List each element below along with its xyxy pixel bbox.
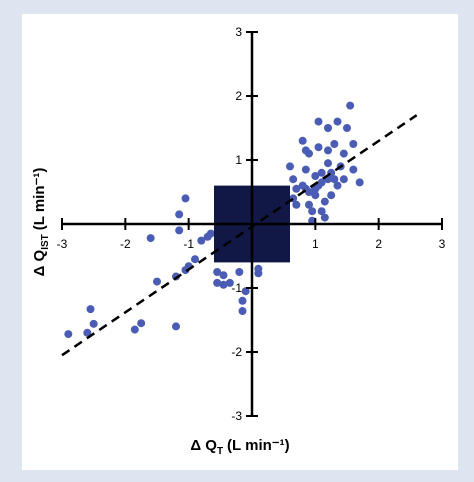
- data-points: [64, 101, 364, 339]
- data-point: [314, 143, 323, 152]
- data-point: [330, 175, 339, 184]
- data-point: [89, 319, 98, 328]
- data-point: [324, 124, 332, 132]
- x-tick-label: -3: [57, 237, 68, 251]
- data-point: [317, 178, 326, 187]
- data-point: [175, 210, 184, 219]
- data-point: [343, 124, 351, 132]
- x-tick-label: 2: [375, 237, 382, 251]
- x-tick-label: -2: [120, 237, 131, 251]
- y-tick-label: 1: [235, 153, 242, 167]
- data-point: [213, 268, 222, 276]
- data-point: [86, 305, 95, 314]
- data-point: [311, 172, 320, 180]
- data-point: [181, 194, 190, 203]
- x-axis-label: Δ QT (L min⁻¹): [190, 437, 289, 457]
- data-point: [213, 278, 222, 287]
- data-point: [339, 175, 348, 184]
- data-point: [320, 197, 329, 206]
- data-point: [346, 101, 355, 110]
- data-point: [324, 146, 332, 155]
- data-point: [197, 236, 206, 245]
- data-point: [206, 229, 215, 238]
- data-point: [238, 307, 247, 316]
- data-point: [305, 200, 313, 209]
- data-point: [292, 184, 301, 193]
- data-point: [175, 226, 184, 235]
- y-axis-label: Δ QIST(L min⁻¹): [31, 168, 51, 277]
- data-point: [219, 271, 228, 280]
- data-point: [241, 287, 250, 296]
- regression-line: [61, 114, 418, 357]
- data-point: [349, 165, 358, 174]
- data-point: [308, 207, 317, 216]
- y-tick-label: -1: [231, 281, 242, 295]
- data-point: [130, 325, 139, 334]
- data-point: [327, 191, 336, 200]
- data-point: [339, 149, 348, 158]
- data-point: [286, 162, 294, 171]
- axis-ticks: [61, 31, 443, 417]
- data-point: [317, 168, 326, 177]
- data-point: [349, 140, 358, 148]
- data-point: [317, 207, 326, 216]
- data-point: [324, 159, 332, 168]
- data-point: [172, 322, 180, 331]
- data-point: [301, 165, 310, 174]
- data-point: [330, 140, 339, 148]
- data-point: [305, 149, 313, 158]
- data-point: [235, 268, 244, 276]
- y-tick-label: 2: [235, 89, 242, 103]
- tick-labels: -3 -2 -1 1 2 3 3 2 1 -1 -2 -3: [57, 25, 446, 423]
- data-point: [146, 234, 155, 243]
- y-tick-label: 3: [235, 25, 242, 39]
- data-point: [311, 191, 320, 200]
- x-tick-label: 1: [312, 237, 319, 251]
- data-point: [333, 181, 342, 190]
- data-point: [238, 296, 247, 305]
- data-point: [333, 117, 342, 126]
- scatter-chart: -3 -2 -1 1 2 3 3 2 1 -1 -2 -3 Δ QT (L min⁻¹) Δ QIST(…: [31, 25, 446, 457]
- data-point: [64, 330, 73, 339]
- data-point: [254, 269, 263, 278]
- x-tick-label: -1: [183, 237, 194, 251]
- data-point: [219, 280, 228, 289]
- y-tick-label: -2: [231, 345, 242, 359]
- data-point: [320, 213, 329, 222]
- data-point: [289, 175, 298, 184]
- data-point: [225, 278, 234, 287]
- data-point: [83, 328, 92, 337]
- data-point: [137, 319, 146, 328]
- data-point: [355, 178, 364, 187]
- data-point: [314, 117, 323, 126]
- y-tick-label: -3: [231, 409, 242, 423]
- data-point: [292, 200, 301, 209]
- x-tick-label: 3: [439, 237, 446, 251]
- data-point: [191, 255, 199, 264]
- data-point: [153, 277, 161, 286]
- plot-area: -3 -2 -1 1 2 3 3 2 1 -1 -2 -3 Δ QT (L min⁻¹) Δ QIST(…: [22, 14, 458, 470]
- data-point: [298, 136, 307, 145]
